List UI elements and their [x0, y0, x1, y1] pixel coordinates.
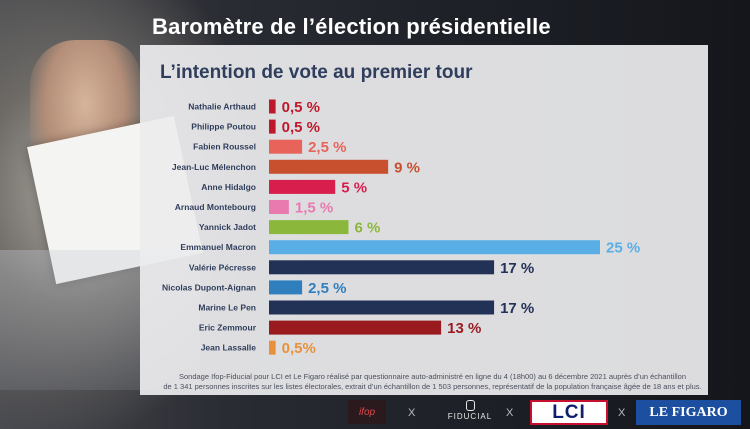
value-label: 9 % — [394, 159, 420, 176]
chart-subtitle: L’intention de vote au premier tour — [160, 62, 473, 83]
ifop-logo: ifop — [348, 400, 386, 424]
value-label: 0,5% — [282, 340, 316, 357]
bar — [269, 260, 495, 275]
bar — [269, 300, 495, 315]
category-label: Eric Zemmour — [199, 323, 257, 333]
value-label: 17 % — [500, 260, 534, 277]
value-label: 1,5 % — [295, 200, 333, 217]
value-label: 13 % — [447, 320, 481, 337]
fiducial-logo: FIDUCIAL — [440, 400, 500, 426]
value-label: 0,5 % — [282, 119, 320, 136]
bar — [269, 179, 336, 194]
partner-logos: ifop X FIDUCIAL X LCI X LE FIGARO — [330, 398, 750, 429]
value-label: 6 % — [354, 220, 380, 237]
fiducial-mark-icon — [465, 400, 475, 411]
bar — [269, 340, 276, 355]
category-label: Emmanuel Macron — [180, 242, 256, 252]
bar — [269, 159, 389, 174]
bar — [269, 240, 600, 255]
chart-panel — [140, 45, 708, 395]
source-line-2: de 1 341 personnes inscrites sur les lis… — [163, 382, 702, 391]
category-label: Arnaud Montebourg — [175, 202, 256, 212]
value-label: 2,5 % — [308, 139, 346, 156]
category-label: Marine Le Pen — [198, 303, 256, 313]
bar — [269, 139, 303, 154]
value-label: 5 % — [341, 179, 367, 196]
bar — [269, 280, 303, 295]
value-label: 17 % — [500, 300, 534, 317]
category-label: Philippe Poutou — [191, 122, 256, 132]
logo-separator: X — [408, 407, 416, 419]
category-label: Fabien Roussel — [193, 142, 256, 152]
figaro-logo: LE FIGARO — [636, 400, 741, 425]
page-title: Baromètre de l’élection présidentielle — [152, 14, 551, 39]
bar — [269, 119, 276, 134]
category-label: Nicolas Dupont-Aignan — [162, 282, 256, 292]
source-line-1: Sondage Ifop-Fiducial pour LCI et Le Fig… — [179, 372, 686, 381]
bar — [269, 99, 276, 114]
value-label: 0,5 % — [282, 99, 320, 116]
value-label: 2,5 % — [308, 280, 346, 297]
category-label: Yannick Jadot — [199, 222, 256, 232]
category-label: Anne Hidalgo — [201, 182, 256, 192]
category-label: Jean-Luc Mélenchon — [172, 162, 256, 172]
bar — [269, 320, 442, 335]
category-label: Jean Lassalle — [201, 343, 257, 353]
logo-separator: X — [506, 407, 514, 419]
lci-logo: LCI — [530, 400, 608, 425]
fiducial-logo-text: FIDUCIAL — [447, 412, 493, 421]
category-label: Nathalie Arthaud — [188, 102, 256, 112]
value-label: 25 % — [606, 240, 640, 257]
logo-separator: X — [618, 407, 626, 419]
bar — [269, 200, 289, 214]
category-label: Valérie Pécresse — [189, 262, 256, 272]
bar — [269, 220, 349, 235]
